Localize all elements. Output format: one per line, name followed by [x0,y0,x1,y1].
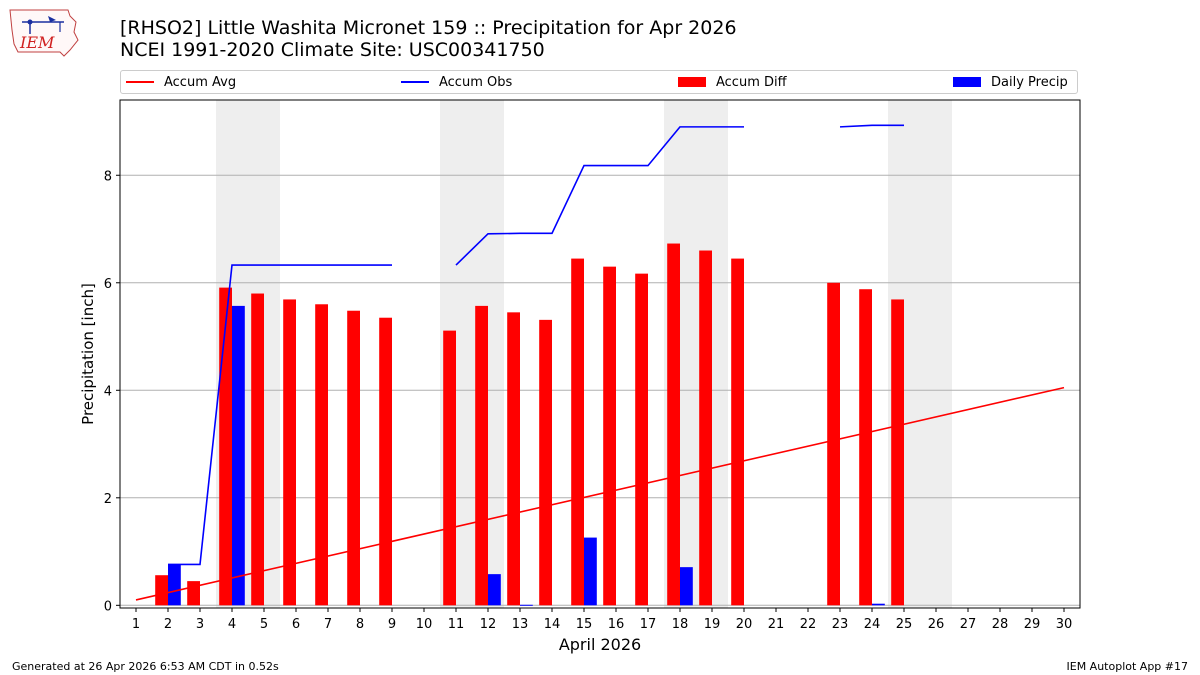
daily-precip-bar [168,564,181,606]
accum-diff-bar [251,293,264,606]
chart-title: [RHSO2] Little Washita Micronet 159 :: P… [120,17,737,39]
y-tick-label: 6 [104,277,112,292]
accum-obs-line [455,126,744,266]
x-tick-label: 17 [640,617,657,632]
legend-item-accum-diff: Accum Diff [678,71,787,93]
legend-item-accum-avg: Accum Avg [126,71,236,93]
x-tick-label: 24 [864,617,881,632]
chart-subtitle: NCEI 1991-2020 Climate Site: USC00341750 [120,39,545,61]
accum-diff-bar [443,330,456,606]
y-tick-label: 8 [104,169,112,184]
x-tick-label: 8 [356,617,364,632]
accum-diff-bar [187,581,200,606]
daily-precip-bar [232,305,245,606]
accum-diff-bar [507,312,520,606]
legend-label: Accum Diff [716,74,787,90]
x-tick-label: 5 [260,617,268,632]
accum-avg-line [135,386,1065,601]
accum-diff-bar [731,258,744,606]
x-tick-label: 11 [448,617,465,632]
x-tick-label: 9 [388,617,396,632]
legend-item-daily-precip: Daily Precip [953,71,1068,93]
accum-diff-bar [859,289,872,606]
x-tick-label: 1 [132,617,140,632]
x-tick-label: 29 [1024,617,1041,632]
x-tick-label: 12 [480,617,497,632]
x-tick-label: 13 [512,617,529,632]
x-tick-label: 22 [800,617,817,632]
accum-diff-bar [347,310,360,606]
accum-diff-bar [827,282,840,606]
accum-diff-bar [699,250,712,606]
x-tick-label: 27 [960,617,977,632]
legend-label: Accum Obs [439,74,513,90]
x-tick-label: 2 [164,617,172,632]
x-tick-label: 30 [1056,617,1073,632]
x-tick-label: 20 [736,617,753,632]
accum-diff-bar [475,305,488,606]
accum-diff-bar [219,287,232,606]
accum-diff-bar [379,317,392,606]
legend-swatch [678,77,706,87]
logo-text: IEM [19,33,55,52]
legend-label: Accum Avg [164,74,237,90]
y-tick-label: 0 [104,599,112,614]
accum-diff-bar [667,243,680,606]
accum-obs-line [168,264,392,566]
daily-precip-bar [520,604,533,606]
x-tick-label: 19 [704,617,721,632]
x-axis-label: April 2026 [559,635,641,654]
accum-diff-bar [603,266,616,606]
x-tick-label: 18 [672,617,689,632]
x-tick-label: 6 [292,617,300,632]
accum-diff-bar [283,299,296,606]
x-tick-label: 14 [544,617,561,632]
legend-label: Daily Precip [991,74,1068,90]
app-credit: IEM Autoplot App #17 [1066,660,1189,673]
x-tick-label: 3 [196,617,204,632]
x-tick-label: 4 [228,617,236,632]
plot-frame [119,99,1081,609]
legend-item-accum-obs: Accum Obs [401,71,512,93]
x-tick-label: 10 [416,617,433,632]
x-tick-label: 7 [324,617,332,632]
accum-diff-bar [891,299,904,606]
y-axis-label: Precipitation [inch] [79,283,97,425]
accum-obs-line [839,124,904,128]
y-tick-label: 4 [104,384,112,399]
iem-logo: IEM [9,9,79,57]
x-tick-label: 23 [832,617,849,632]
accum-diff-bar [155,575,168,606]
legend-swatch [126,81,154,83]
accum-diff-bar [571,258,584,606]
accum-diff-bar [539,319,552,606]
daily-precip-bar [488,574,501,606]
daily-precip-bar [584,537,597,606]
accum-diff-bar [315,304,328,606]
x-tick-label: 25 [896,617,913,632]
y-tick-label: 2 [104,492,112,507]
x-tick-label: 15 [576,617,593,632]
daily-precip-bar [872,603,885,606]
chart-legend: Accum Avg Accum Obs Accum Diff Daily Pre… [120,70,1078,94]
legend-swatch [401,81,429,83]
accum-diff-bar [635,273,648,606]
legend-swatch [953,77,981,87]
x-tick-label: 26 [928,617,945,632]
x-tick-label: 28 [992,617,1009,632]
generated-note: Generated at 26 Apr 2026 6:53 AM CDT in … [12,660,279,673]
daily-precip-bar [680,567,693,606]
x-tick-label: 21 [768,617,785,632]
x-tick-label: 16 [608,617,625,632]
